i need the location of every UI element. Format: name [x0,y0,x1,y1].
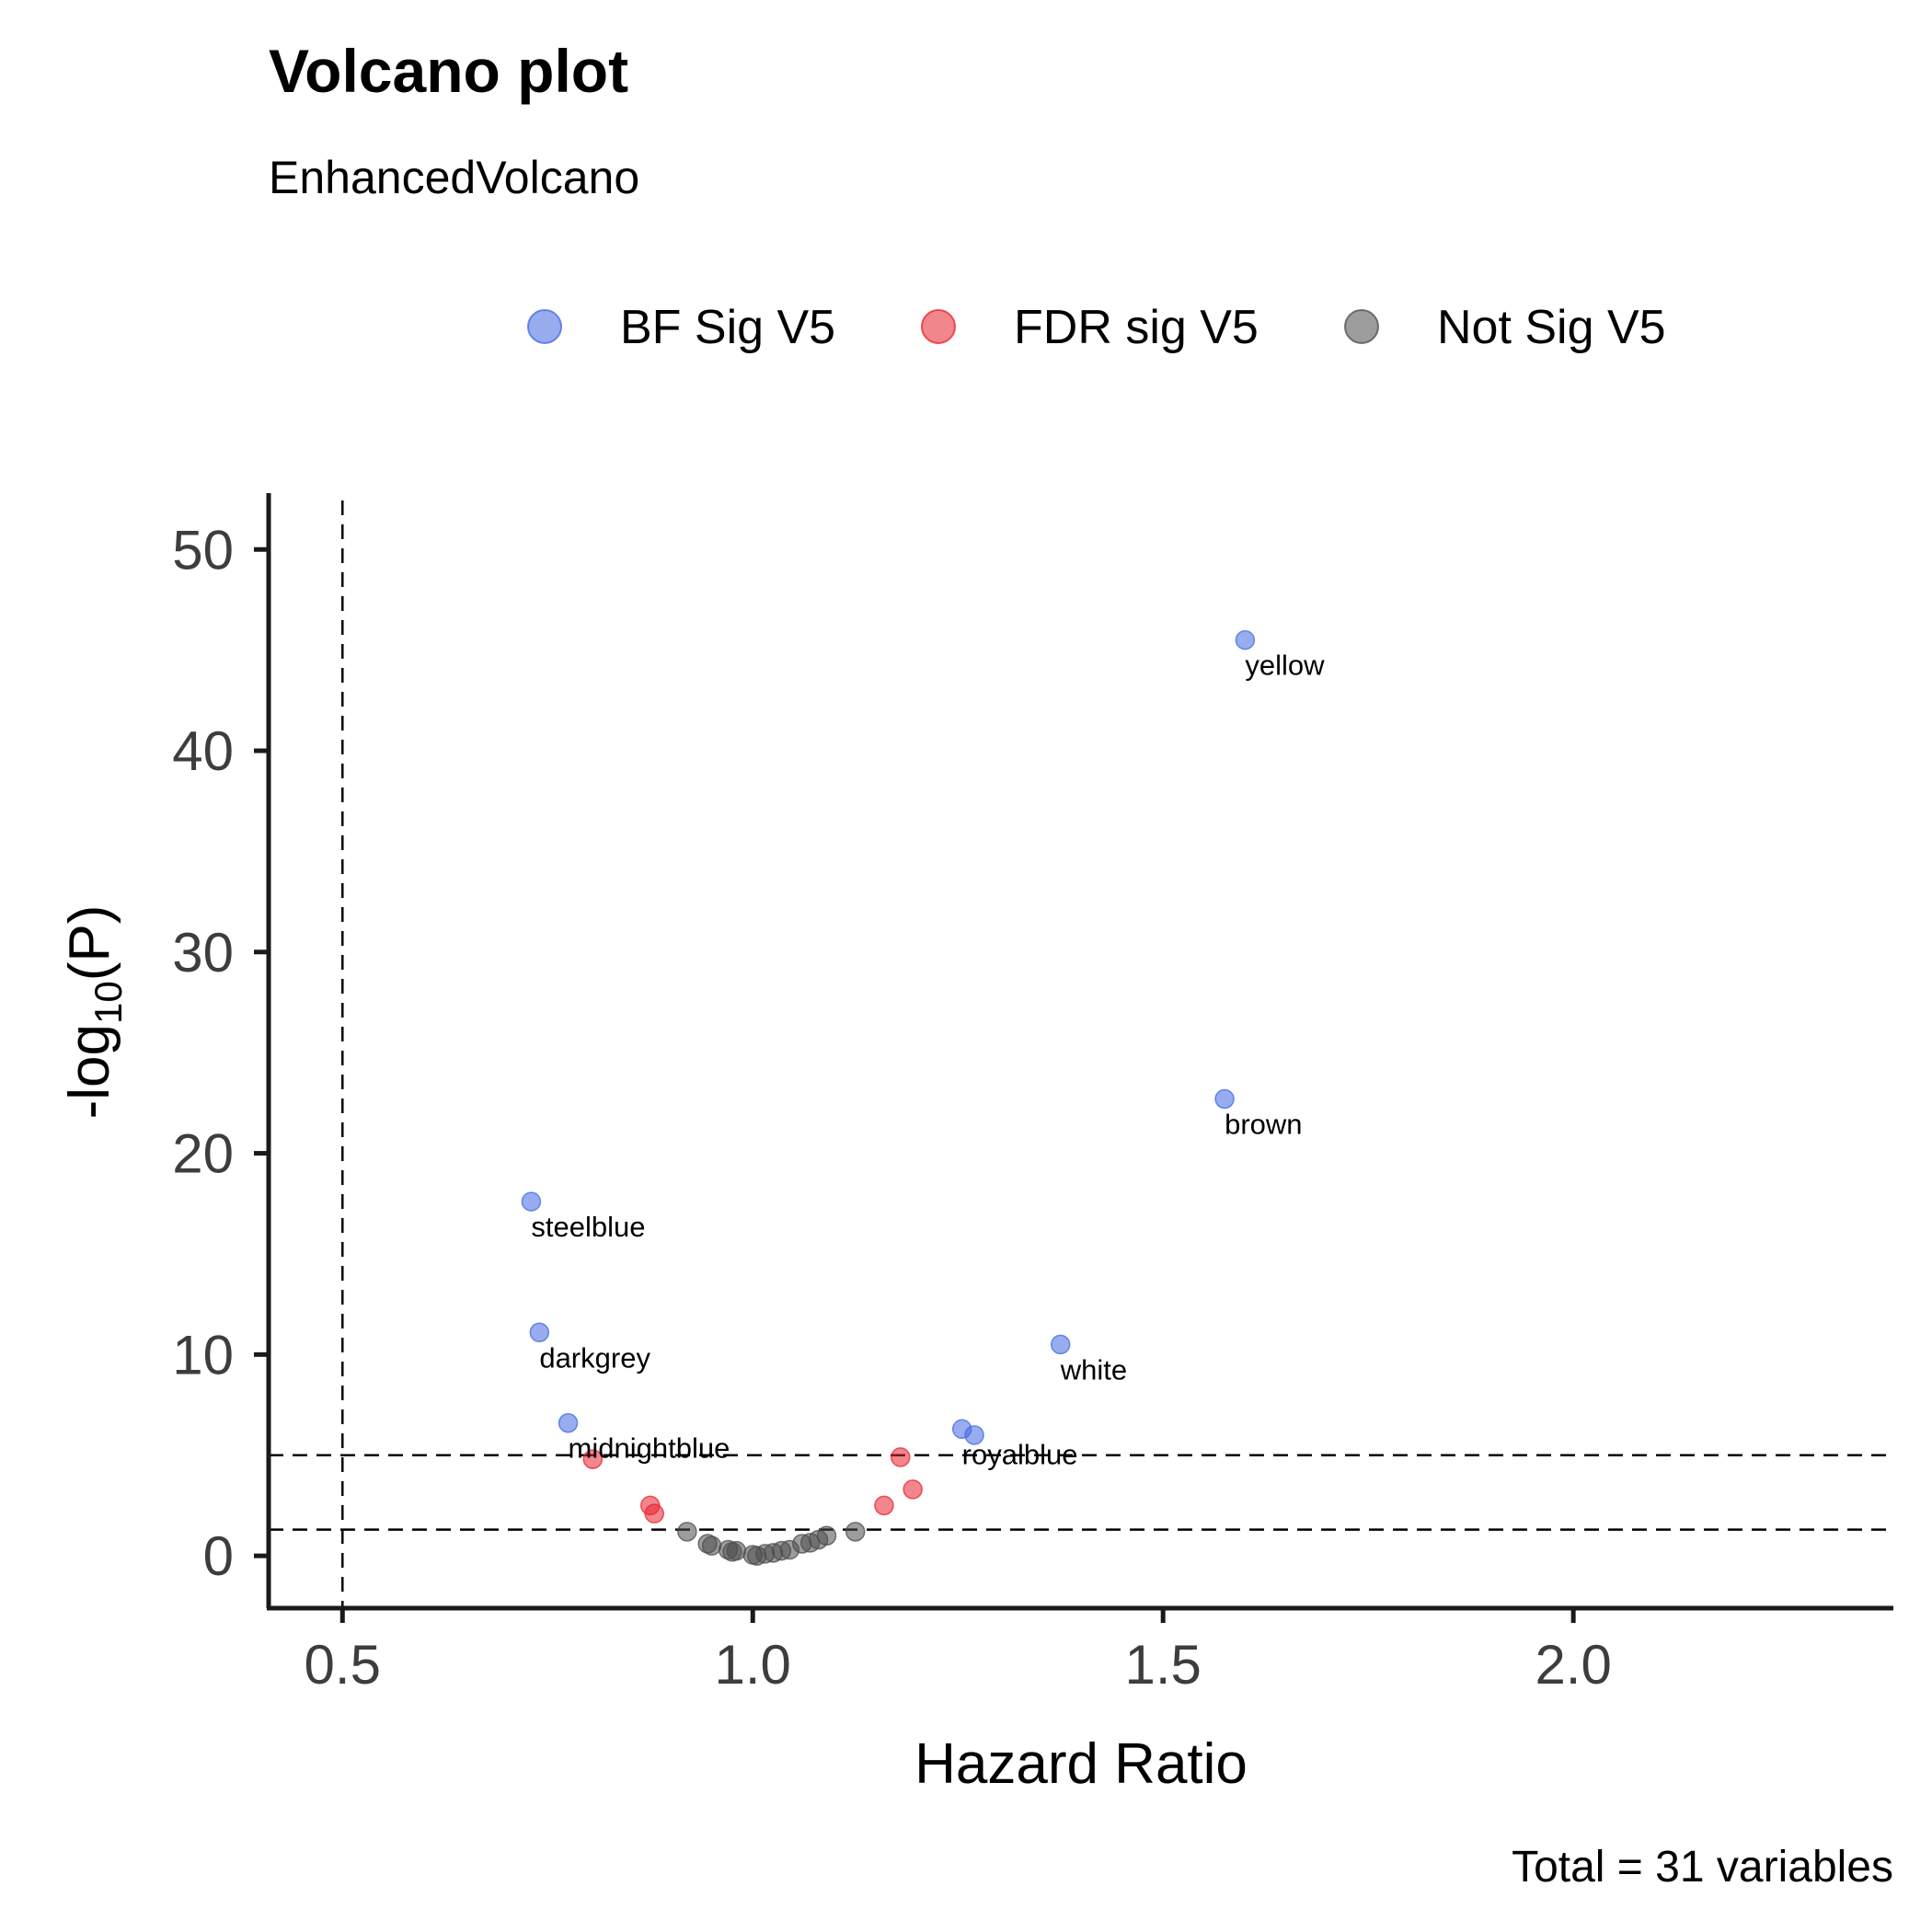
point-label: midnightblue [569,1432,730,1465]
data-point [722,1541,742,1562]
y-tick-label: 20 [172,1123,234,1185]
x-tick-label: 1.0 [715,1634,791,1696]
chart-caption: Total = 31 variables [1512,1843,1893,1892]
cutoff-lines [269,500,1893,1608]
axes: 0.5 1.0 1.5 2.0 0 10 20 30 40 50 [172,493,1893,1696]
chart-subtitle: EnhancedVolcano [269,152,639,203]
x-tick-label: 1.5 [1124,1634,1201,1696]
y-tick-label: 10 [172,1324,234,1386]
y-axis-title: -log10(P) [58,905,130,1120]
data-point [1214,1088,1235,1110]
y-axis-title-end: (P) [58,905,121,982]
y-tick-label: 0 [203,1525,234,1587]
point-label: yellow [1245,650,1325,682]
x-tick-label: 2.0 [1535,1634,1611,1696]
data-point [582,1449,604,1469]
point-label: darkgrey [539,1341,650,1374]
legend-marker [1344,309,1379,344]
data-points [521,629,1256,1566]
data-point [558,1412,579,1433]
data-point [529,1322,550,1343]
data-point [845,1522,866,1542]
point-label: royalblue [962,1438,1078,1470]
data-point [644,1503,664,1524]
y-axis-title-main: -log [58,1024,121,1119]
data-point [521,1191,542,1212]
point-label: steelblue [531,1211,645,1243]
chart-title: Volcano plot [269,37,628,105]
x-tick-label: 0.5 [305,1634,381,1696]
legend-marker [527,309,562,344]
data-point [964,1425,984,1445]
data-point [903,1479,923,1500]
data-point [1235,629,1256,650]
y-tick-label: 40 [172,720,234,782]
data-point [816,1525,837,1546]
y-tick-label: 50 [172,519,234,581]
data-point [779,1539,800,1560]
point-label: brown [1225,1109,1302,1141]
data-point [701,1535,722,1556]
legend: BF Sig V5 FDR sig V5 Not Sig V5 [527,301,1666,354]
x-axis-title: Hazard Ratio [914,1732,1248,1796]
legend-label: Not Sig V5 [1437,301,1666,354]
data-point [677,1522,697,1542]
y-tick-label: 30 [172,922,234,983]
data-point [891,1447,911,1467]
point-label: white [1060,1353,1127,1386]
legend-marker [921,309,956,344]
y-axis-title-subscript: 10 [86,981,130,1024]
data-point [1050,1334,1071,1355]
legend-label: FDR sig V5 [1014,301,1259,354]
data-point [874,1495,894,1516]
legend-label: BF Sig V5 [620,301,835,354]
point-labels: yellow brown steelblue darkgrey white midnigh… [531,650,1325,1471]
